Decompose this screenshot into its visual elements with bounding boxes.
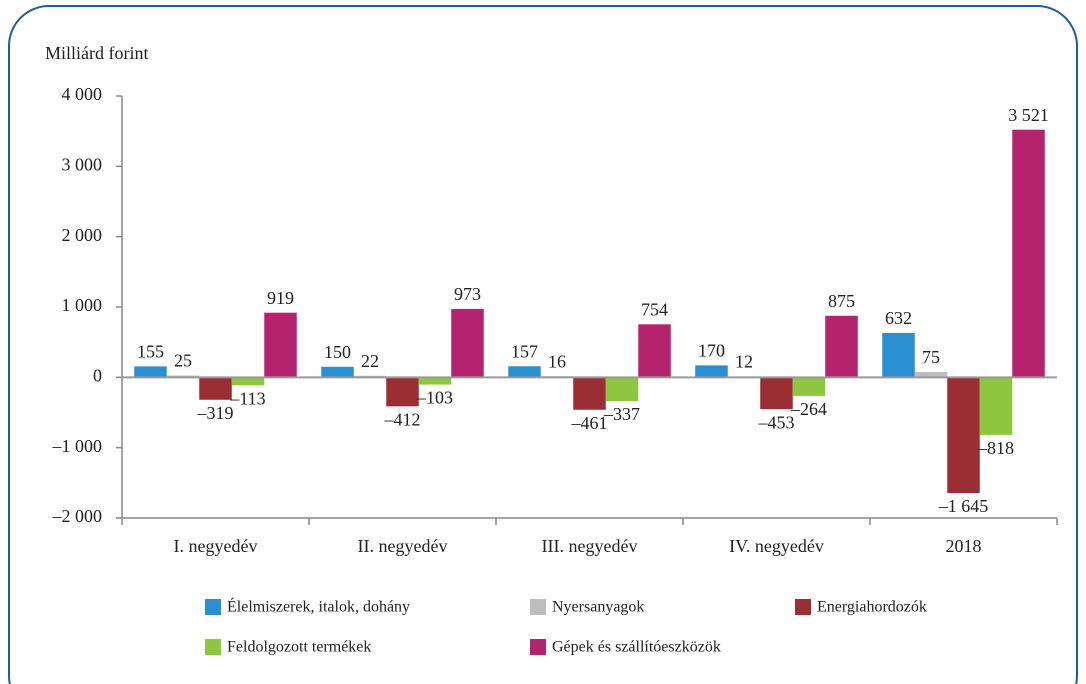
bar — [760, 377, 793, 410]
x-tick-label: III. negyedév — [542, 536, 638, 556]
y-tick-label: 2 000 — [62, 225, 103, 245]
bar — [792, 377, 826, 396]
value-label: 973 — [454, 284, 481, 304]
x-tick-label: 2018 — [946, 536, 982, 556]
x-tick-label: IV. negyedév — [729, 536, 824, 556]
value-label: 22 — [361, 351, 379, 371]
legend-swatch — [530, 599, 546, 615]
bar — [947, 377, 980, 494]
bar — [134, 366, 167, 378]
legend-swatch — [205, 639, 221, 655]
frame — [8, 5, 1078, 684]
bar — [882, 332, 915, 378]
y-tick-label: –2 000 — [52, 506, 103, 526]
value-label: 632 — [885, 308, 912, 328]
value-label: 25 — [174, 351, 192, 371]
y-tick-label: 0 — [93, 365, 102, 385]
value-label: 3 521 — [1008, 105, 1049, 125]
value-label: 875 — [828, 291, 855, 311]
x-tick-label: I. negyedév — [174, 536, 258, 556]
value-label: 155 — [137, 342, 164, 362]
legend-swatch — [795, 599, 811, 615]
x-tick-label: II. negyedév — [358, 536, 448, 556]
value-label: 754 — [641, 299, 668, 319]
bar — [321, 366, 354, 378]
legend-label: Élelmiszerek, italok, dohány — [227, 597, 410, 616]
bar — [1012, 129, 1045, 378]
legend-label: Feldolgozott termékek — [227, 639, 371, 656]
legend-label: Energiahordozók — [817, 599, 927, 616]
bar — [979, 377, 1013, 435]
value-label: 157 — [511, 341, 538, 361]
value-label: –453 — [758, 412, 795, 432]
value-label: –264 — [790, 399, 827, 419]
y-tick-label: 3 000 — [62, 154, 103, 174]
legend-swatch — [530, 639, 546, 655]
value-label: –1 645 — [938, 496, 989, 516]
value-label: –818 — [977, 438, 1014, 458]
y-tick-label: 4 000 — [62, 84, 103, 104]
value-label: –337 — [603, 404, 640, 424]
bar — [573, 377, 606, 410]
value-label: 170 — [698, 341, 725, 361]
value-label: 919 — [267, 288, 294, 308]
value-label: 150 — [324, 342, 351, 362]
bar — [264, 312, 297, 378]
value-label: 12 — [735, 352, 753, 372]
value-label: –461 — [571, 413, 608, 433]
bar — [695, 365, 728, 378]
y-axis-label: Milliárd forint — [45, 43, 148, 63]
bar — [418, 377, 452, 385]
bar — [605, 377, 639, 402]
legend-label: Gépek és szállítóeszközök — [552, 639, 721, 656]
value-label: –412 — [384, 409, 421, 429]
legend-swatch — [205, 599, 221, 615]
bar — [914, 372, 948, 378]
value-label: –113 — [229, 388, 265, 408]
legend-label: Nyersanyagok — [552, 599, 644, 616]
bar — [386, 377, 419, 407]
y-tick-label: –1 000 — [52, 436, 103, 456]
value-label: 75 — [922, 347, 940, 367]
bar — [508, 366, 541, 378]
bar — [231, 377, 265, 386]
bar — [825, 315, 858, 378]
bar — [451, 308, 484, 378]
value-label: 16 — [548, 351, 566, 371]
value-label: –319 — [197, 403, 234, 423]
bar — [638, 324, 671, 378]
value-label: –103 — [416, 388, 453, 408]
y-tick-label: 1 000 — [62, 295, 103, 315]
bar — [199, 377, 232, 400]
